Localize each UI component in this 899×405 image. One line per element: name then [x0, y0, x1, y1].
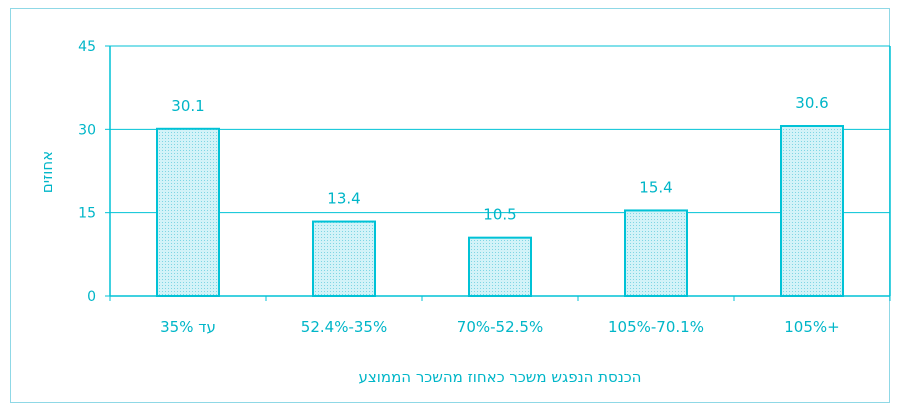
data-label: 10.5	[483, 206, 516, 224]
bar	[780, 125, 844, 297]
y-tick-label: 15	[78, 206, 96, 222]
data-label: 30.1	[171, 97, 204, 115]
x-category-labels: עד 35% 52.4%-35% 70%-52.5% 105%-70.1% 105%+	[160, 318, 840, 336]
data-label: 30.6	[795, 94, 828, 112]
x-tick-label: 105%-70.1%	[608, 318, 704, 336]
data-label: 15.4	[639, 178, 672, 196]
x-tick-label: עד 35%	[160, 318, 216, 336]
data-labels: 30.1 13.4 10.5 15.4 30.6	[171, 94, 828, 224]
bar	[468, 236, 532, 298]
x-tick-label: 105%+	[784, 318, 839, 336]
y-tick-labels: 0 15 30 45	[78, 39, 96, 305]
x-axis-title: הכנסת הנפגש משכר כאחוז מהשכר הממוצע	[359, 368, 642, 386]
y-axis-title: אחוזים	[38, 151, 56, 193]
x-tick-label: 52.4%-35%	[301, 318, 387, 336]
y-tick-label: 0	[87, 289, 96, 305]
bar	[156, 127, 220, 297]
bar	[312, 220, 376, 297]
y-tick-label: 45	[78, 39, 96, 55]
y-tick-label: 30	[78, 122, 96, 138]
bar	[624, 209, 688, 297]
bars	[156, 125, 844, 298]
data-label: 13.4	[327, 190, 360, 208]
x-tick-label: 70%-52.5%	[457, 318, 543, 336]
